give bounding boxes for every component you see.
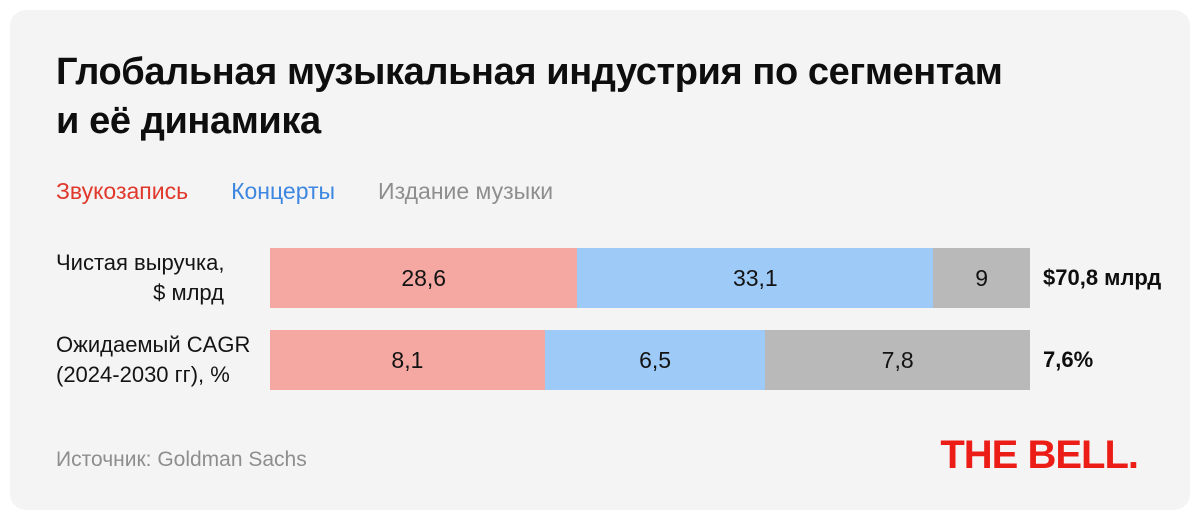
the-bell-logo: THE BELL.	[940, 433, 1139, 477]
row-total-cagr: 7,6%	[1043, 347, 1094, 372]
stacked-bar-net-revenue: 28,6 33,1 9	[270, 248, 1030, 308]
page-title-line-1: Глобальная музыкальная индустрия по сегм…	[56, 51, 1003, 93]
bar-segment-music-publishing: 7,8	[765, 330, 1030, 390]
legend-item-recorded-music: Звукозапись	[56, 178, 189, 204]
page-title-line-2: и её динамика	[56, 100, 321, 142]
legend-item-music-publishing: Издание музыки	[378, 178, 554, 204]
source-note: Источник: Goldman Sachs	[56, 448, 307, 471]
bar-segment-recorded-music: 8,1	[270, 330, 545, 390]
page-title: Глобальная музыкальная индустрия по сегм…	[56, 48, 1003, 146]
row-label-net-revenue: Чистая выручка, $ млрд	[56, 250, 225, 305]
row-total-net-revenue: $70,8 млрд	[1043, 265, 1162, 290]
bar-segment-music-publishing: 9	[933, 248, 1030, 308]
legend-item-concerts: Концерты	[231, 178, 336, 204]
bar-segment-concerts: 6,5	[544, 330, 766, 390]
stacked-bar-cagr: 8,1 6,5 7,8	[270, 330, 1030, 390]
chart-row-cagr: Ожидаемый CAGR (2024-2030 гг), % 8,1 6,5…	[56, 330, 1093, 390]
bar-segment-recorded-music: 28,6	[270, 248, 578, 308]
infographic-card: Глобальная музыкальная индустрия по сегм…	[10, 10, 1190, 510]
chart-row-net-revenue: Чистая выручка, $ млрд 28,6 33,1 9 $70,8…	[56, 248, 1161, 308]
row-label-cagr: Ожидаемый CAGR (2024-2030 гг), %	[56, 332, 251, 387]
chart-legend: Звукозапись Концерты Издание музыки	[56, 177, 553, 205]
bar-segment-concerts: 33,1	[577, 248, 934, 308]
